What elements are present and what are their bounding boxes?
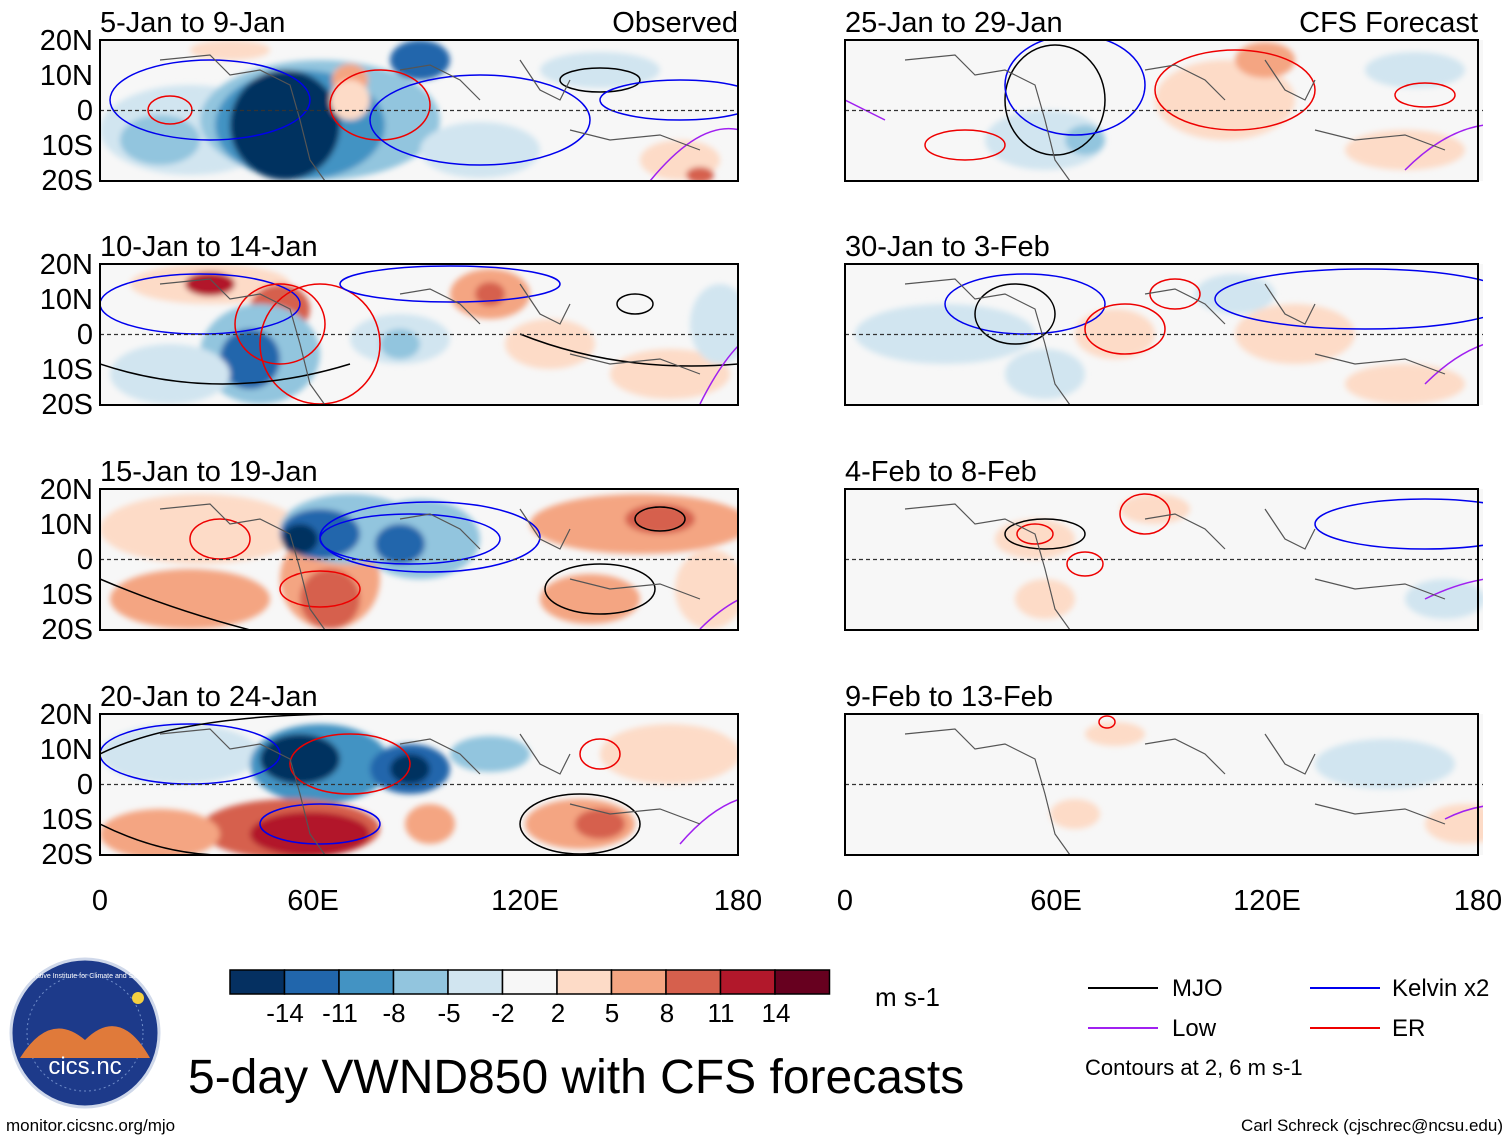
colorbar-tick-label: -2 bbox=[491, 998, 514, 1028]
lat-label: 10S bbox=[41, 354, 93, 386]
panel-left-3: 15-Jan to 19-Jan bbox=[99, 456, 739, 631]
logo-text: cics.nc bbox=[48, 1053, 121, 1080]
column-label-observed: Observed bbox=[612, 7, 738, 39]
lon-label: 60E bbox=[1030, 885, 1082, 917]
panel-title: 10-Jan to 14-Jan bbox=[100, 231, 318, 263]
wind-field bbox=[845, 40, 1483, 181]
legend: MJO Kelvin x2 Low ER Contours at 2, 6 m … bbox=[1085, 975, 1489, 1080]
wind-field bbox=[100, 40, 738, 181]
wind-field bbox=[100, 714, 738, 855]
legend-note: Contours at 2, 6 m s-1 bbox=[1085, 1055, 1303, 1080]
lon-label: 0 bbox=[92, 885, 108, 917]
lat-label: 0 bbox=[77, 319, 93, 351]
lat-label: 20N bbox=[40, 699, 93, 731]
lat-label: 20N bbox=[40, 25, 93, 57]
lon-label: 0 bbox=[837, 885, 853, 917]
column-label-forecast: CFS Forecast bbox=[1299, 7, 1478, 39]
lat-label: 20S bbox=[41, 614, 93, 646]
lon-label: 180 bbox=[714, 885, 762, 917]
panel-left-1: 5-Jan to 9-Jan Observed bbox=[99, 7, 739, 182]
lat-label: 10S bbox=[41, 804, 93, 836]
logo-ring-text: Cooperative Institute for Climate and Sa… bbox=[13, 973, 157, 980]
colorbar-box bbox=[719, 969, 776, 995]
lat-label: 0 bbox=[77, 769, 93, 801]
panel-title: 20-Jan to 24-Jan bbox=[100, 681, 318, 713]
panel-right-3: 4-Feb to 8-Feb bbox=[844, 456, 1483, 631]
colorbar-box bbox=[447, 969, 504, 995]
lat-label: 20S bbox=[41, 839, 93, 871]
lat-labels: 20N 10N 0 10S 20S 20N 10N 0 10S 20S 20N … bbox=[40, 25, 93, 871]
lon-labels: 0 60E 120E 180 0 60E 120E 180 bbox=[92, 885, 1502, 917]
colorbar-box bbox=[229, 969, 286, 995]
colorbar-tick-label: -8 bbox=[382, 998, 405, 1028]
lat-label: 20N bbox=[40, 474, 93, 506]
lat-label: 20N bbox=[40, 249, 93, 281]
legend-label-low: Low bbox=[1172, 1015, 1217, 1042]
panel-title: 15-Jan to 19-Jan bbox=[100, 456, 318, 488]
colorbar-box bbox=[774, 969, 831, 995]
panel-right-2: 30-Jan to 3-Feb bbox=[844, 231, 1483, 406]
colorbar-box bbox=[283, 969, 340, 995]
panel-title: 30-Jan to 3-Feb bbox=[845, 231, 1050, 263]
colorbar-box bbox=[665, 969, 722, 995]
panel-title: 25-Jan to 29-Jan bbox=[845, 7, 1063, 39]
lat-label: 0 bbox=[77, 544, 93, 576]
panel-right-1: 25-Jan to 29-Jan CFS Forecast bbox=[844, 7, 1483, 182]
panel-title: 4-Feb to 8-Feb bbox=[845, 456, 1037, 488]
colorbar-tick-label: 5 bbox=[605, 998, 619, 1028]
lon-label: 180 bbox=[1454, 885, 1502, 917]
colorbar-tick-label: 14 bbox=[762, 998, 791, 1028]
footer-url: monitor.cicsnc.org/mjo bbox=[6, 1116, 175, 1135]
logo-mountain bbox=[20, 1026, 150, 1058]
lat-label: 10N bbox=[40, 509, 93, 541]
colorbar-box bbox=[556, 969, 613, 995]
colorbar-box bbox=[501, 969, 558, 995]
logo-sun bbox=[132, 992, 144, 1004]
colorbar: -14 -11 -8 -5 -2 2 5 8 11 14 m s-1 bbox=[229, 969, 940, 1028]
cics-logo: cics.nc Cooperative Institute for Climat… bbox=[9, 957, 161, 1109]
lat-label: 10S bbox=[41, 579, 93, 611]
panel-left-2: 10-Jan to 14-Jan bbox=[99, 231, 739, 406]
colorbar-tick-label: -14 bbox=[266, 998, 304, 1028]
panel-right-4: 9-Feb to 13-Feb bbox=[844, 681, 1483, 856]
legend-label-mjo: MJO bbox=[1172, 975, 1223, 1002]
lon-label: 120E bbox=[1233, 885, 1301, 917]
colorbar-tick-label: 8 bbox=[660, 998, 674, 1028]
wind-field bbox=[845, 264, 1483, 405]
colorbar-tick-label: -5 bbox=[437, 998, 460, 1028]
wind-field bbox=[845, 714, 1483, 855]
panel-title: 9-Feb to 13-Feb bbox=[845, 681, 1053, 713]
logo-circle bbox=[9, 957, 161, 1109]
figure-title: 5-day VWND850 with CFS forecasts bbox=[188, 1051, 964, 1104]
wind-field bbox=[100, 489, 738, 630]
panel-title: 5-Jan to 9-Jan bbox=[100, 7, 285, 39]
colorbar-tick-label: 2 bbox=[551, 998, 565, 1028]
lat-label: 10S bbox=[41, 130, 93, 162]
lat-label: 10N bbox=[40, 60, 93, 92]
colorbar-box bbox=[338, 969, 395, 995]
lat-label: 0 bbox=[77, 95, 93, 127]
colorbar-tick-label: -11 bbox=[322, 998, 358, 1028]
legend-label-kelvin: Kelvin x2 bbox=[1392, 975, 1489, 1002]
wind-field bbox=[845, 489, 1483, 630]
colorbar-box bbox=[392, 969, 449, 995]
lat-label: 10N bbox=[40, 284, 93, 316]
lat-label: 10N bbox=[40, 734, 93, 766]
wind-field bbox=[100, 264, 738, 405]
colorbar-units: m s-1 bbox=[875, 982, 940, 1012]
lat-label: 20S bbox=[41, 389, 93, 421]
colorbar-tick-label: 11 bbox=[708, 998, 735, 1028]
colorbar-box bbox=[610, 969, 667, 995]
colorbar-boxes bbox=[229, 969, 831, 995]
panel-left-4: 20-Jan to 24-Jan bbox=[99, 681, 739, 856]
legend-label-er: ER bbox=[1392, 1015, 1425, 1042]
footer-credit: Carl Schreck (cjschrec@ncsu.edu) bbox=[1241, 1116, 1503, 1135]
lon-label: 60E bbox=[287, 885, 339, 917]
logo-ring bbox=[26, 974, 144, 1092]
lat-label: 20S bbox=[41, 165, 93, 197]
lon-label: 120E bbox=[491, 885, 559, 917]
